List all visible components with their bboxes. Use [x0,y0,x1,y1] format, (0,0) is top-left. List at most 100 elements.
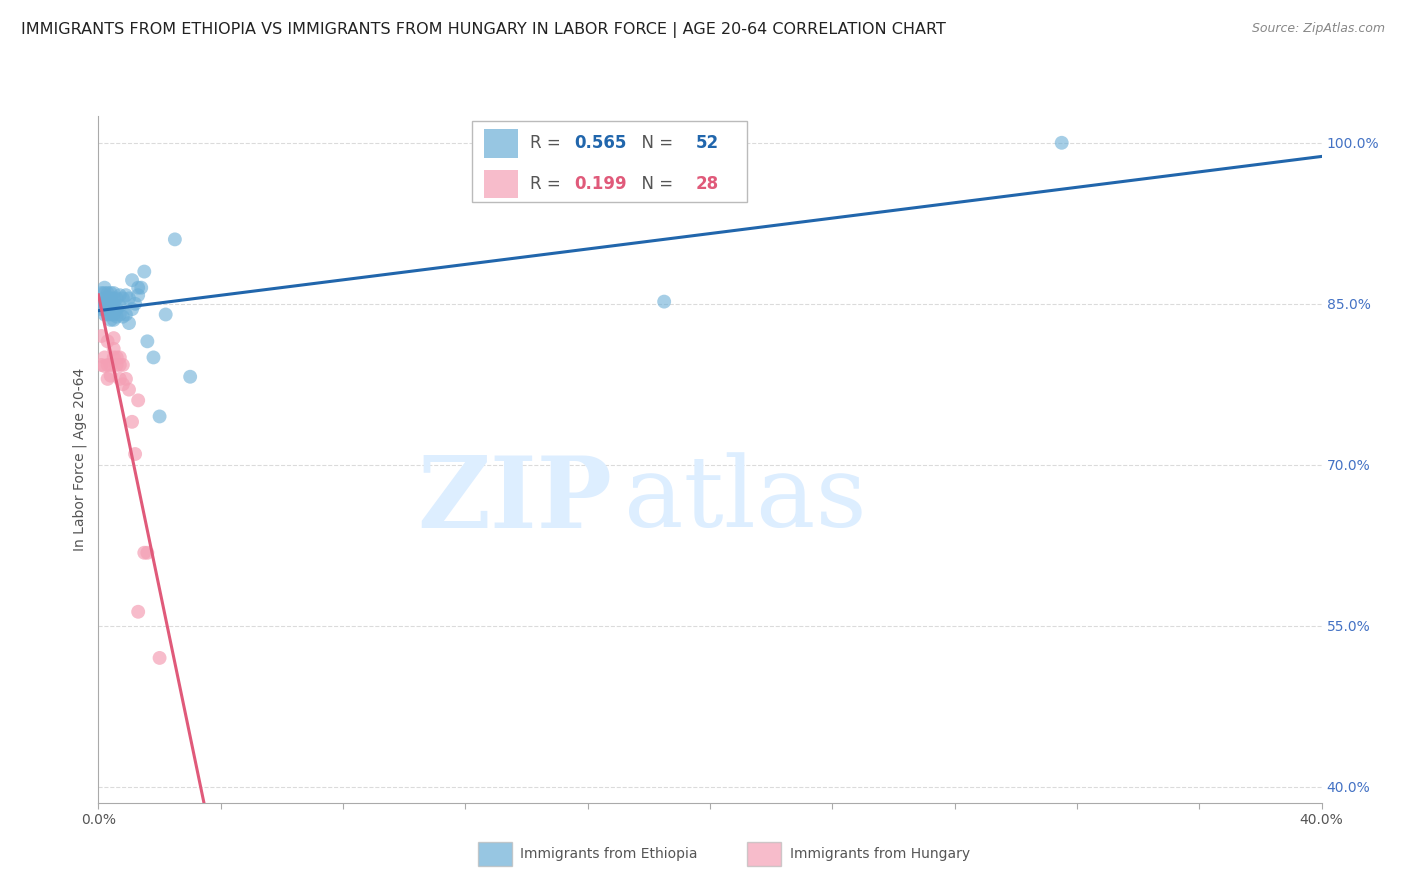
Point [100,286,122,301]
Point [111,310,134,324]
Point [97,302,120,317]
Point [103,313,125,327]
Point [108,308,131,322]
Text: R =: R = [530,175,567,193]
FancyBboxPatch shape [484,129,517,158]
Text: Source: ZipAtlas.com: Source: ZipAtlas.com [1251,22,1385,36]
Point [105,310,128,324]
Point [103,342,125,356]
Text: IMMIGRANTS FROM ETHIOPIA VS IMMIGRANTS FROM HUNGARY IN LABOR FORCE | AGE 20-64 C: IMMIGRANTS FROM ETHIOPIA VS IMMIGRANTS F… [21,22,946,38]
Point [93,359,115,373]
Point [163,232,186,246]
FancyBboxPatch shape [484,169,517,198]
Point [149,651,172,665]
Point [127,288,149,302]
Point [90,329,112,343]
Point [97,358,120,372]
Text: atlas: atlas [624,453,868,549]
Point [108,288,131,302]
Point [105,302,128,317]
Point [90,286,112,301]
Point [129,281,152,295]
Point [115,288,138,302]
Point [121,273,143,287]
Point [103,308,125,322]
Point [111,358,134,372]
Point [103,292,125,306]
Point [108,372,131,386]
Point [103,302,125,317]
Text: 52: 52 [696,135,718,153]
Text: Immigrants from Ethiopia: Immigrants from Ethiopia [520,847,697,862]
Point [97,297,120,311]
Y-axis label: In Labor Force | Age 20-64: In Labor Force | Age 20-64 [72,368,87,551]
Point [97,372,120,386]
Point [1050,136,1073,150]
Point [93,281,115,295]
Point [105,351,128,365]
Point [93,308,115,322]
Point [134,264,156,278]
FancyBboxPatch shape [747,842,780,866]
Text: Immigrants from Hungary: Immigrants from Hungary [790,847,970,862]
Point [93,292,115,306]
Point [142,351,165,365]
Point [105,292,128,306]
Point [179,369,201,384]
Text: 0.565: 0.565 [574,135,627,153]
Point [90,358,112,372]
Point [100,308,122,322]
Point [118,316,141,330]
Point [115,372,138,386]
Point [93,286,115,301]
Point [103,351,125,365]
Point [155,308,177,322]
Text: 28: 28 [696,175,718,193]
Text: N =: N = [630,135,678,153]
Point [118,383,141,397]
Point [115,308,138,322]
Point [100,313,122,327]
Point [121,302,143,317]
Point [97,292,120,306]
Point [93,302,115,317]
Point [97,334,120,349]
Point [100,292,122,306]
Point [127,605,149,619]
Point [90,297,112,311]
Point [108,299,131,313]
Point [111,292,134,306]
Point [652,294,675,309]
Text: R =: R = [530,135,567,153]
Point [124,447,146,461]
Point [97,308,120,322]
Point [127,281,149,295]
Point [100,368,122,383]
Text: ZIP: ZIP [418,452,612,549]
Point [121,415,143,429]
Point [108,358,131,372]
Point [100,297,122,311]
Point [93,297,115,311]
Point [108,351,131,365]
Point [124,297,146,311]
Point [118,292,141,306]
Point [105,358,128,372]
Point [103,286,125,301]
Point [103,297,125,311]
Point [103,331,125,345]
Text: 0.199: 0.199 [574,175,627,193]
Text: N =: N = [630,175,678,193]
Point [136,334,159,349]
Point [136,546,159,560]
FancyBboxPatch shape [471,120,747,202]
Point [97,286,120,301]
Point [93,351,115,365]
Point [111,377,134,392]
Point [149,409,172,424]
Point [127,393,149,408]
FancyBboxPatch shape [478,842,512,866]
Point [100,358,122,372]
Point [134,546,156,560]
Point [90,302,112,317]
